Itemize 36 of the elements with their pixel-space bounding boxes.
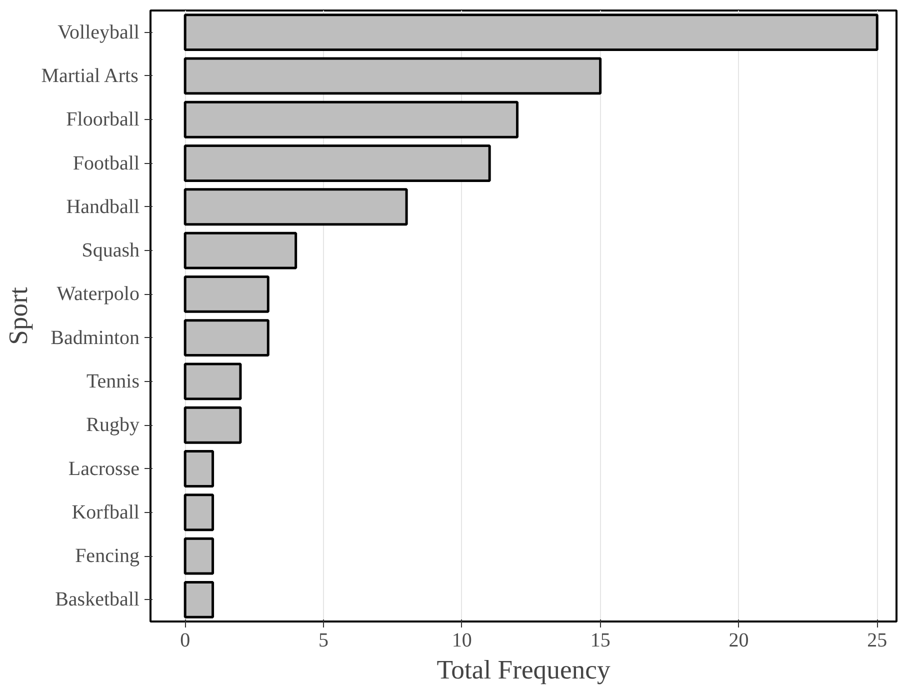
y-tick-label: Football [72,152,140,174]
bar [184,100,519,138]
bar [184,494,214,532]
bar [184,14,878,52]
bar [184,406,242,444]
x-axis-title: Total Frequency [436,654,611,684]
y-tick-label: Basketball [55,588,140,611]
x-tick-label: 15 [590,630,610,652]
x-tick-label: 5 [318,630,329,652]
bar [184,57,602,95]
bar [184,188,408,226]
bar [184,362,242,400]
bar [184,537,214,575]
y-axis-title: Sport [3,286,34,345]
bar [184,450,214,488]
bar [184,144,491,182]
y-tick-label: Floorball [66,108,140,131]
y-tick-label: Waterpolo [56,283,140,306]
bar [184,275,270,313]
y-tick-label: Squash [82,240,140,262]
y-tick-label: Rugby [86,414,140,436]
x-tick-label: 25 [867,630,888,652]
y-tick-label: Martial Arts [41,64,139,87]
bar [184,232,298,270]
x-tick-label: 10 [452,630,472,652]
bar [184,580,214,618]
y-tick-label: Badminton [50,326,140,349]
y-tick-label: Tennis [86,370,140,392]
y-tick-label: Lacrosse [68,458,140,480]
y-tick-label: Handball [66,196,140,218]
bar [184,319,270,357]
y-tick-label: Korfball [72,501,140,524]
x-tick-label: 20 [728,630,749,652]
y-tick-label: Volleyball [58,21,140,44]
y-tick-label: Fencing [75,545,140,568]
x-tick-label: 0 [180,630,190,652]
